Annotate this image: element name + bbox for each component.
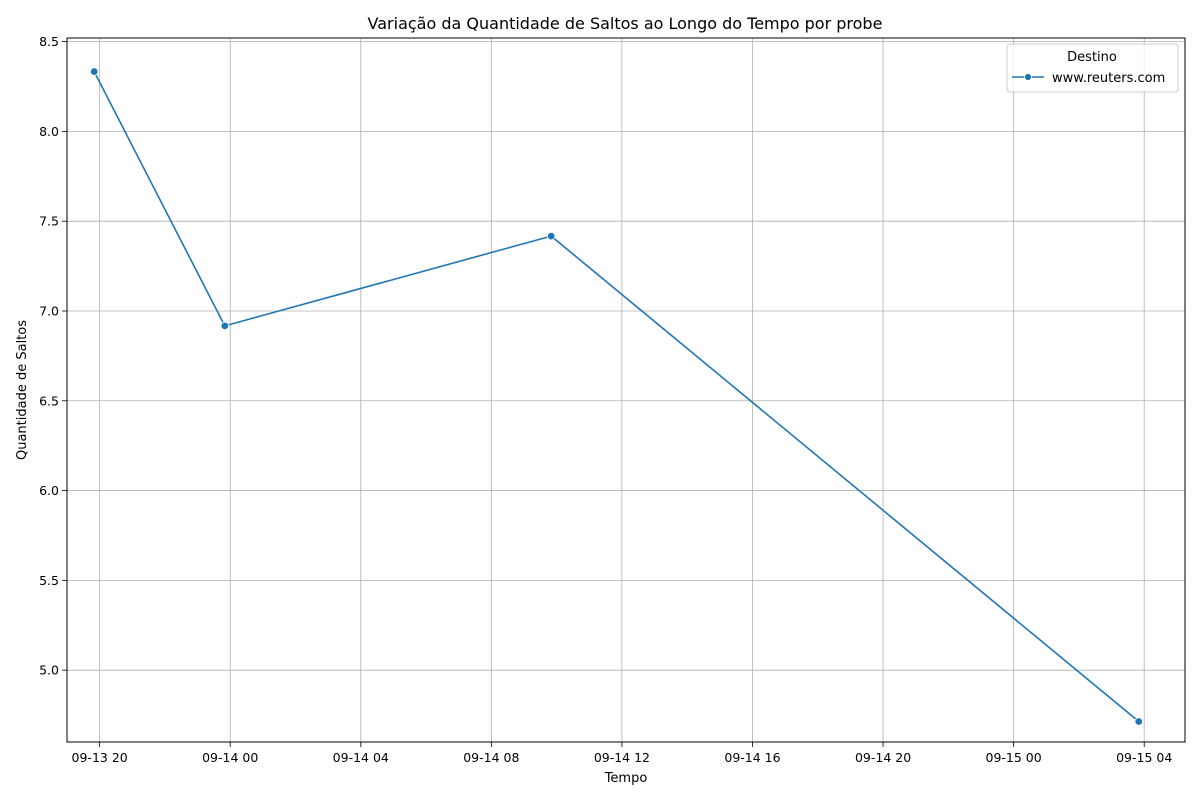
- x-axis-label: Tempo: [604, 771, 648, 786]
- y-tick-label: 7.0: [39, 303, 59, 318]
- y-axis-label: Quantidade de Saltos: [15, 320, 30, 460]
- grid-lines: [67, 38, 1185, 742]
- legend-marker-swatch: [1024, 73, 1032, 81]
- legend-label: www.reuters.com: [1052, 71, 1165, 86]
- data-point: [1134, 717, 1143, 726]
- x-tick-label: 09-14 12: [594, 750, 650, 765]
- legend-box: [1006, 43, 1179, 93]
- chart-title: Variação da Quantidade de Saltos ao Long…: [368, 14, 883, 33]
- y-tick-label: 6.5: [39, 393, 59, 408]
- legend: Destino www.reuters.com: [1006, 43, 1179, 93]
- x-tick-label: 09-14 04: [333, 750, 389, 765]
- series-line: [93, 71, 1140, 723]
- legend-title: Destino: [1067, 50, 1117, 65]
- x-tick-label: 09-13 20: [72, 750, 128, 765]
- plot-frame: [66, 37, 1186, 743]
- x-tick-label: 09-14 16: [724, 750, 780, 765]
- data-point: [220, 321, 229, 331]
- y-tick-label: 5.0: [39, 663, 59, 678]
- x-tick-label: 09-14 20: [855, 750, 911, 765]
- x-tick-label: 09-15 04: [1116, 750, 1172, 765]
- x-tick-label: 09-15 00: [986, 750, 1042, 765]
- series-layer: [90, 67, 1143, 726]
- data-point: [90, 67, 99, 76]
- axis-ticks: 09-13 20 09-14 00 09-14 04 09-14 08 09-14 12…: [39, 34, 1172, 765]
- x-tick-label: 09-14 08: [463, 750, 519, 765]
- y-tick-label: 5.5: [39, 573, 59, 588]
- y-tick-label: 7.5: [39, 214, 59, 229]
- y-tick-label: 8.0: [39, 124, 59, 139]
- y-tick-label: 8.5: [39, 34, 59, 49]
- data-point: [546, 231, 556, 241]
- y-tick-label: 6.0: [39, 483, 59, 498]
- x-tick-label: 09-14 00: [202, 750, 258, 765]
